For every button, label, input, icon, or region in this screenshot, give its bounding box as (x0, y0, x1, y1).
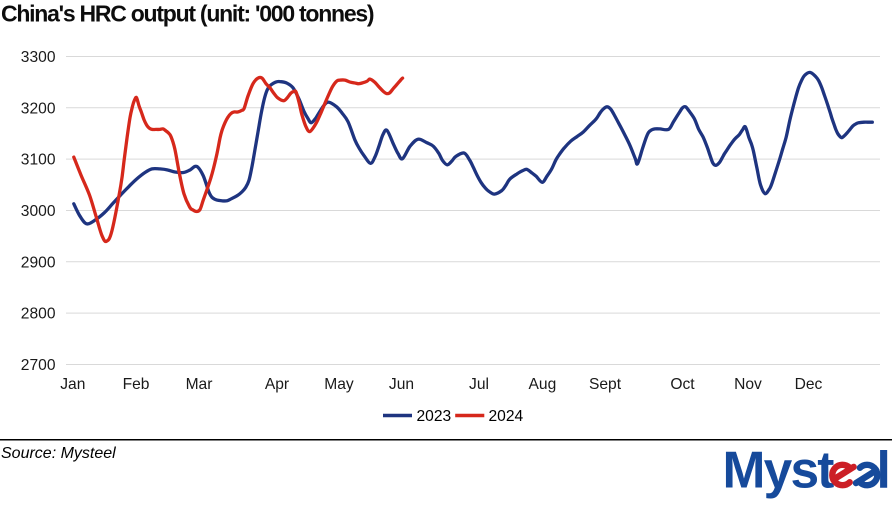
svg-text:Sept: Sept (589, 376, 622, 393)
svg-text:May: May (324, 376, 354, 393)
svg-text:Oct: Oct (670, 376, 695, 393)
svg-text:Apr: Apr (265, 376, 289, 393)
svg-text:Myst: Myst (723, 441, 835, 499)
svg-text:2900: 2900 (21, 254, 56, 271)
svg-text:Jul: Jul (469, 376, 489, 393)
svg-text:China's HRC output (unit: '000: China's HRC output (unit: '000 tonnes) (1, 1, 374, 27)
svg-text:l: l (877, 441, 891, 499)
svg-text:Jan: Jan (60, 376, 85, 393)
svg-text:3000: 3000 (21, 203, 56, 220)
svg-text:2024: 2024 (489, 408, 524, 425)
svg-text:Dec: Dec (795, 376, 823, 393)
svg-text:Mar: Mar (186, 376, 213, 393)
svg-text:2023: 2023 (417, 408, 452, 425)
svg-text:Nov: Nov (734, 376, 762, 393)
svg-text:Feb: Feb (123, 376, 150, 393)
svg-text:3300: 3300 (21, 49, 56, 66)
svg-text:Aug: Aug (529, 376, 557, 393)
svg-text:2800: 2800 (21, 306, 56, 323)
svg-text:Jun: Jun (389, 376, 414, 393)
svg-text:2700: 2700 (21, 357, 56, 374)
svg-text:Source: Mysteel: Source: Mysteel (1, 445, 116, 462)
svg-text:3100: 3100 (21, 152, 56, 169)
svg-text:3200: 3200 (21, 100, 56, 117)
